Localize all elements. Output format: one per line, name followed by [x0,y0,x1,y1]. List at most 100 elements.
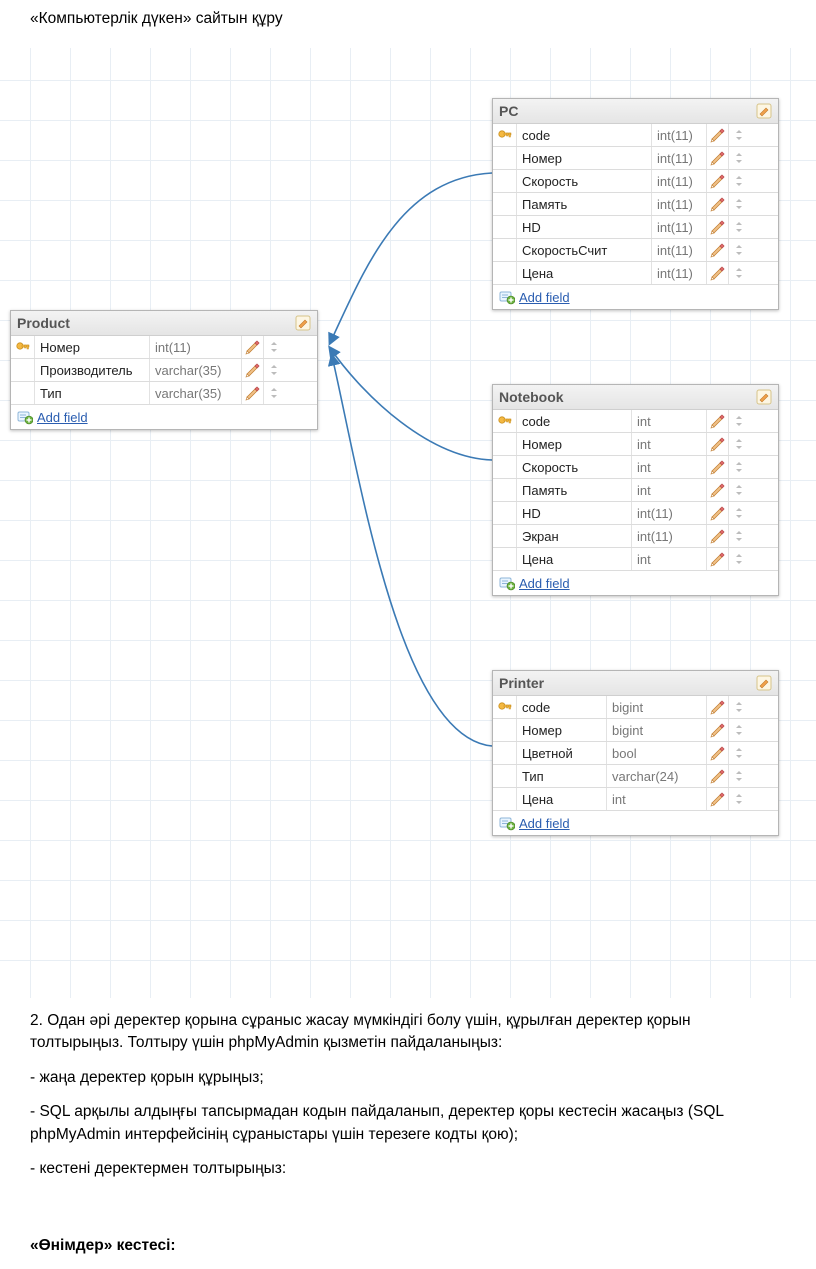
reorder-field-icon[interactable] [729,719,749,741]
edit-field-icon[interactable] [707,410,729,432]
add-field-icon[interactable] [499,289,515,305]
reorder-field-icon[interactable] [729,765,749,787]
table-title: Product [17,315,70,331]
edit-field-icon[interactable] [707,479,729,501]
table-row[interactable]: Номерint [493,432,778,455]
reorder-field-icon[interactable] [729,239,749,261]
table-pc[interactable]: PC codeint(11)Номерint(11)Скоростьint(11… [492,98,779,310]
edit-field-icon[interactable] [707,456,729,478]
table-row[interactable]: codebigint [493,696,778,718]
reorder-field-icon[interactable] [729,479,749,501]
add-field-icon[interactable] [17,409,33,425]
field-type: int(11) [632,502,707,524]
add-field-link[interactable]: Add field [37,410,88,425]
reorder-field-icon[interactable] [729,147,749,169]
table-footer: Add field [11,404,317,429]
table-row[interactable]: СкоростьСчитint(11) [493,238,778,261]
reorder-field-icon[interactable] [729,193,749,215]
table-header[interactable]: Product [11,311,317,336]
edit-field-icon[interactable] [707,742,729,764]
edit-table-icon[interactable] [295,315,311,331]
reorder-field-icon[interactable] [729,788,749,810]
key-cell-empty [493,170,517,192]
table-printer[interactable]: Printer codebigintНомерbigintЦветнойbool… [492,670,779,836]
reorder-field-icon[interactable] [264,382,284,404]
reorder-field-icon[interactable] [729,456,749,478]
edit-field-icon[interactable] [707,502,729,524]
reorder-field-icon[interactable] [264,336,284,358]
edit-field-icon[interactable] [242,382,264,404]
connector-printer-product [332,356,492,746]
reorder-field-icon[interactable] [729,548,749,570]
edit-field-icon[interactable] [707,765,729,787]
table-row[interactable]: Номерint(11) [493,146,778,169]
table-row[interactable]: codeint(11) [493,124,778,146]
reorder-field-icon[interactable] [729,525,749,547]
table-row[interactable]: Ценаint [493,547,778,570]
reorder-field-icon[interactable] [729,502,749,524]
table-row[interactable]: Номерbigint [493,718,778,741]
table-header[interactable]: Notebook [493,385,778,410]
edit-field-icon[interactable] [707,216,729,238]
table-row[interactable]: HDint(11) [493,215,778,238]
edit-field-icon[interactable] [707,170,729,192]
edit-field-icon[interactable] [707,788,729,810]
edit-field-icon[interactable] [242,336,264,358]
table-row[interactable]: Цветнойbool [493,741,778,764]
table-row[interactable]: Памятьint [493,478,778,501]
field-name: Скорость [517,456,632,478]
edit-field-icon[interactable] [242,359,264,381]
add-field-icon[interactable] [499,575,515,591]
field-name: Цена [517,262,652,284]
table-row[interactable]: Типvarchar(35) [11,381,317,404]
edit-field-icon[interactable] [707,124,729,146]
table-row[interactable]: Ценаint [493,787,778,810]
table-product[interactable]: Product Номерint(11)Производительvarchar… [10,310,318,430]
add-field-icon[interactable] [499,815,515,831]
edit-table-icon[interactable] [756,675,772,691]
table-row[interactable]: Скоростьint(11) [493,169,778,192]
table-row[interactable]: Номерint(11) [11,336,317,358]
edit-table-icon[interactable] [756,103,772,119]
key-cell-empty [11,359,35,381]
reorder-field-icon[interactable] [729,696,749,718]
table-header[interactable]: PC [493,99,778,124]
reorder-field-icon[interactable] [729,742,749,764]
add-field-link[interactable]: Add field [519,576,570,591]
reorder-field-icon[interactable] [729,410,749,432]
reorder-field-icon[interactable] [729,433,749,455]
edit-field-icon[interactable] [707,525,729,547]
table-row[interactable]: Экранint(11) [493,524,778,547]
edit-field-icon[interactable] [707,696,729,718]
reorder-field-icon[interactable] [729,216,749,238]
table-row[interactable]: codeint [493,410,778,432]
edit-table-icon[interactable] [756,389,772,405]
add-field-link[interactable]: Add field [519,290,570,305]
table-row[interactable]: Ценаint(11) [493,261,778,284]
primary-key-icon [11,336,35,358]
edit-field-icon[interactable] [707,262,729,284]
table-row[interactable]: Памятьint(11) [493,192,778,215]
field-type: int(11) [632,525,707,547]
edit-field-icon[interactable] [707,433,729,455]
table-row[interactable]: Производительvarchar(35) [11,358,317,381]
table-row[interactable]: HDint(11) [493,501,778,524]
edit-field-icon[interactable] [707,239,729,261]
reorder-field-icon[interactable] [729,170,749,192]
table-notebook[interactable]: Notebook codeintНомерintСкоростьintПамят… [492,384,779,596]
edit-field-icon[interactable] [707,147,729,169]
add-field-link[interactable]: Add field [519,816,570,831]
subheading: «Өнімдер» кестесі: [30,1235,786,1257]
reorder-field-icon[interactable] [729,124,749,146]
edit-field-icon[interactable] [707,719,729,741]
table-header[interactable]: Printer [493,671,778,696]
edit-field-icon[interactable] [707,193,729,215]
key-cell-empty [493,502,517,524]
field-name: Экран [517,525,632,547]
field-name: HD [517,216,652,238]
reorder-field-icon[interactable] [729,262,749,284]
edit-field-icon[interactable] [707,548,729,570]
table-row[interactable]: Скоростьint [493,455,778,478]
reorder-field-icon[interactable] [264,359,284,381]
table-row[interactable]: Типvarchar(24) [493,764,778,787]
